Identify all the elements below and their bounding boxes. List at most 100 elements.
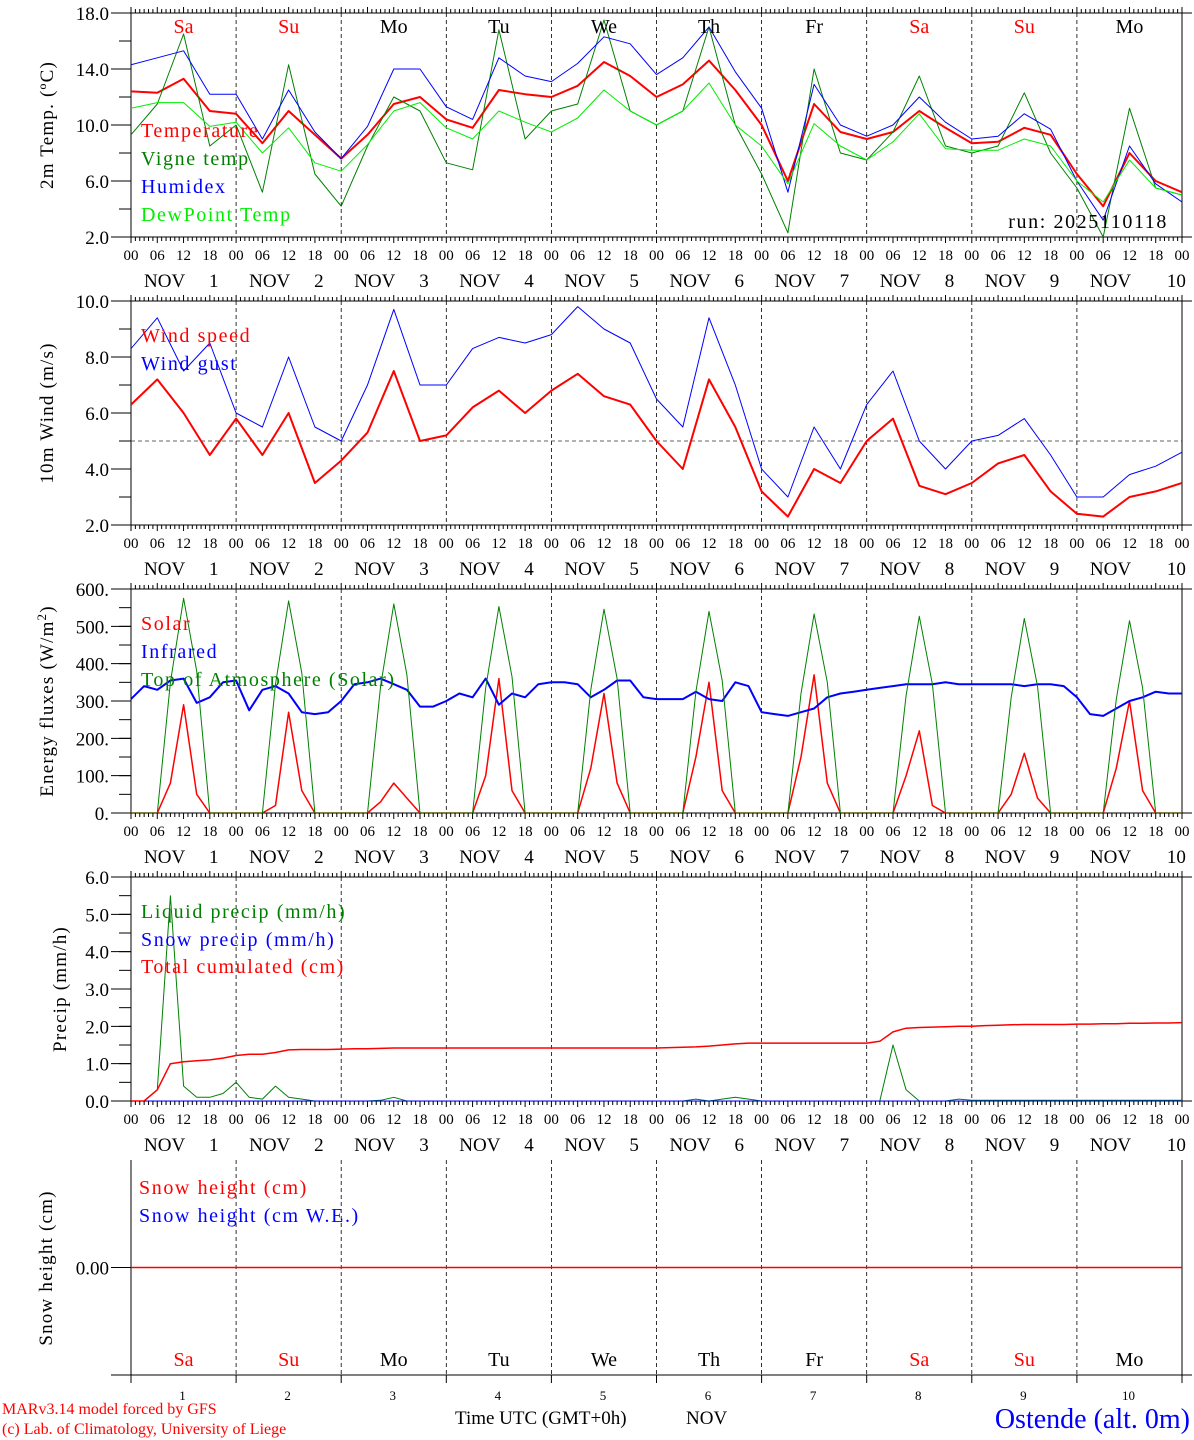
x-hour-label: 12 — [386, 536, 401, 552]
x-date-label: 3 — [419, 1135, 429, 1156]
run-annotation: run: 2025110118 — [1008, 211, 1168, 233]
x-hour-label: 00 — [754, 824, 769, 840]
x-hour-label: 18 — [1043, 536, 1058, 552]
x-hour-label: 18 — [623, 248, 638, 264]
x-date-label: 10 — [1167, 559, 1186, 580]
x-hour-label: 12 — [491, 824, 506, 840]
x-hour-label: 06 — [885, 248, 901, 264]
x-month-label: NOV — [880, 559, 921, 580]
day-name-label: Su — [1014, 16, 1035, 38]
x-date-label: 6 — [735, 271, 745, 292]
x-month-label: NOV — [880, 847, 921, 868]
y-tick-label: 300. — [76, 692, 109, 713]
lab-credit: (c) Lab. of Climatology, University of L… — [2, 1421, 286, 1438]
x-month-label: NOV — [670, 847, 711, 868]
x-hour-label: 18 — [518, 824, 533, 840]
x-hour-label: 12 — [912, 1112, 927, 1128]
x-hour-label: 06 — [675, 536, 691, 552]
legend-entry: Humidex — [141, 176, 227, 198]
y-tick-label: 10.0 — [76, 116, 109, 137]
x-date-label: 7 — [840, 271, 850, 292]
x-month-label: NOV — [985, 847, 1026, 868]
x-hour-label: 06 — [570, 248, 586, 264]
x-hour-label: 00 — [649, 248, 664, 264]
x-month-label: NOV — [985, 559, 1026, 580]
panel-1: 2.0 6.0 10.0 14.0 18.0 2m Temp. (ºC) Temperatu… — [37, 4, 1192, 292]
legend-entry: Snow height (cm W.E.) — [139, 1205, 360, 1227]
x-hour-label: 12 — [596, 248, 611, 264]
x-date-label: 9 — [1050, 1135, 1060, 1156]
x-date-label: 10 — [1167, 847, 1186, 868]
y-tick-label: 0. — [95, 804, 109, 825]
x-date-label: 9 — [1050, 271, 1060, 292]
x-hour-label: 12 — [386, 824, 401, 840]
x-date-label: 6 — [735, 847, 745, 868]
x-hour-label: 12 — [912, 536, 927, 552]
x-hour-label: 18 — [1148, 1112, 1163, 1128]
x-date-label: 10 — [1167, 271, 1186, 292]
day-name-label: Fr — [805, 1349, 823, 1371]
y-axis-label: Energy fluxes (W/m2) — [34, 605, 58, 797]
x-hour-label: 06 — [675, 1112, 691, 1128]
x-hour-label: 00 — [439, 1112, 454, 1128]
x-hour-label: 12 — [281, 824, 296, 840]
x-hour-label: 00 — [1069, 248, 1084, 264]
x-hour-label: 12 — [491, 536, 506, 552]
x-hour-label: 06 — [255, 1112, 271, 1128]
x-hour-label: 12 — [386, 248, 401, 264]
panel-5: 0.00 Snow height (cm) Snow height (cm) Snow… — [36, 1160, 1192, 1429]
series-line-wind-gust — [131, 306, 1182, 498]
x-hour-label: 18 — [202, 536, 217, 552]
panel-2: 2.0 4.0 6.0 8.0 10.0 10m Wind (m/s) Wind speed… — [37, 292, 1192, 580]
x-date-label: 6 — [735, 559, 745, 580]
x-hour-label: 12 — [1017, 824, 1032, 840]
x-hour-label: 06 — [570, 1112, 586, 1128]
x-hour-label: 12 — [176, 536, 191, 552]
x-hour-label: 18 — [518, 248, 533, 264]
x-hour-label: 12 — [1017, 248, 1032, 264]
series-line-dewpoint-temp — [131, 82, 1182, 203]
x-date-label: 5 — [600, 1388, 607, 1403]
x-month-label: NOV — [144, 559, 185, 580]
x-date-label: 1 — [179, 1388, 186, 1403]
x-hour-label: 00 — [124, 536, 139, 552]
y-tick-label: 0.00 — [76, 1259, 109, 1280]
series-line-top-of-atmosphere-solar- — [131, 597, 1182, 813]
x-hour-label: 18 — [413, 824, 428, 840]
x-month-label: NOV — [985, 1135, 1026, 1156]
x-hour-label: 00 — [964, 536, 979, 552]
x-hour-label: 18 — [1148, 824, 1163, 840]
x-hour-label: 12 — [807, 536, 822, 552]
x-hour-label: 00 — [754, 248, 769, 264]
x-hour-label: 06 — [675, 824, 691, 840]
legend-entry: Top of Atmosphere (Solar) — [141, 669, 396, 691]
x-month-label: NOV — [354, 1135, 395, 1156]
x-hour-label: 12 — [386, 1112, 401, 1128]
x-hour-label: 18 — [938, 824, 953, 840]
series-line-temperature — [131, 59, 1182, 208]
x-date-label: 10 — [1167, 1135, 1186, 1156]
x-hour-label: 00 — [649, 824, 664, 840]
x-month-label: NOV — [354, 847, 395, 868]
legend-entry: DewPoint Temp — [141, 204, 292, 226]
x-hour-label: 18 — [833, 824, 848, 840]
y-tick-label: 600. — [76, 580, 109, 601]
x-hour-label: 18 — [938, 536, 953, 552]
x-hour-label: 00 — [859, 1112, 874, 1128]
x-month-label: NOV — [775, 559, 816, 580]
x-hour-label: 12 — [912, 248, 927, 264]
x-date-label: 7 — [840, 1135, 850, 1156]
x-hour-label: 18 — [623, 824, 638, 840]
x-date-label: 4 — [524, 1135, 534, 1156]
day-name-label: Th — [698, 16, 720, 38]
x-hour-label: 06 — [1096, 248, 1112, 264]
x-hour-label: 00 — [859, 536, 874, 552]
day-name-label: Mo — [380, 1349, 408, 1371]
y-tick-label: 18.0 — [76, 4, 109, 25]
x-hour-label: 12 — [912, 824, 927, 840]
x-hour-label: 18 — [202, 824, 217, 840]
y-tick-label: 2.0 — [85, 516, 109, 537]
legend-entry: Wind speed — [141, 325, 251, 347]
x-hour-label: 18 — [623, 1112, 638, 1128]
y-tick-label: 4.0 — [85, 460, 109, 481]
